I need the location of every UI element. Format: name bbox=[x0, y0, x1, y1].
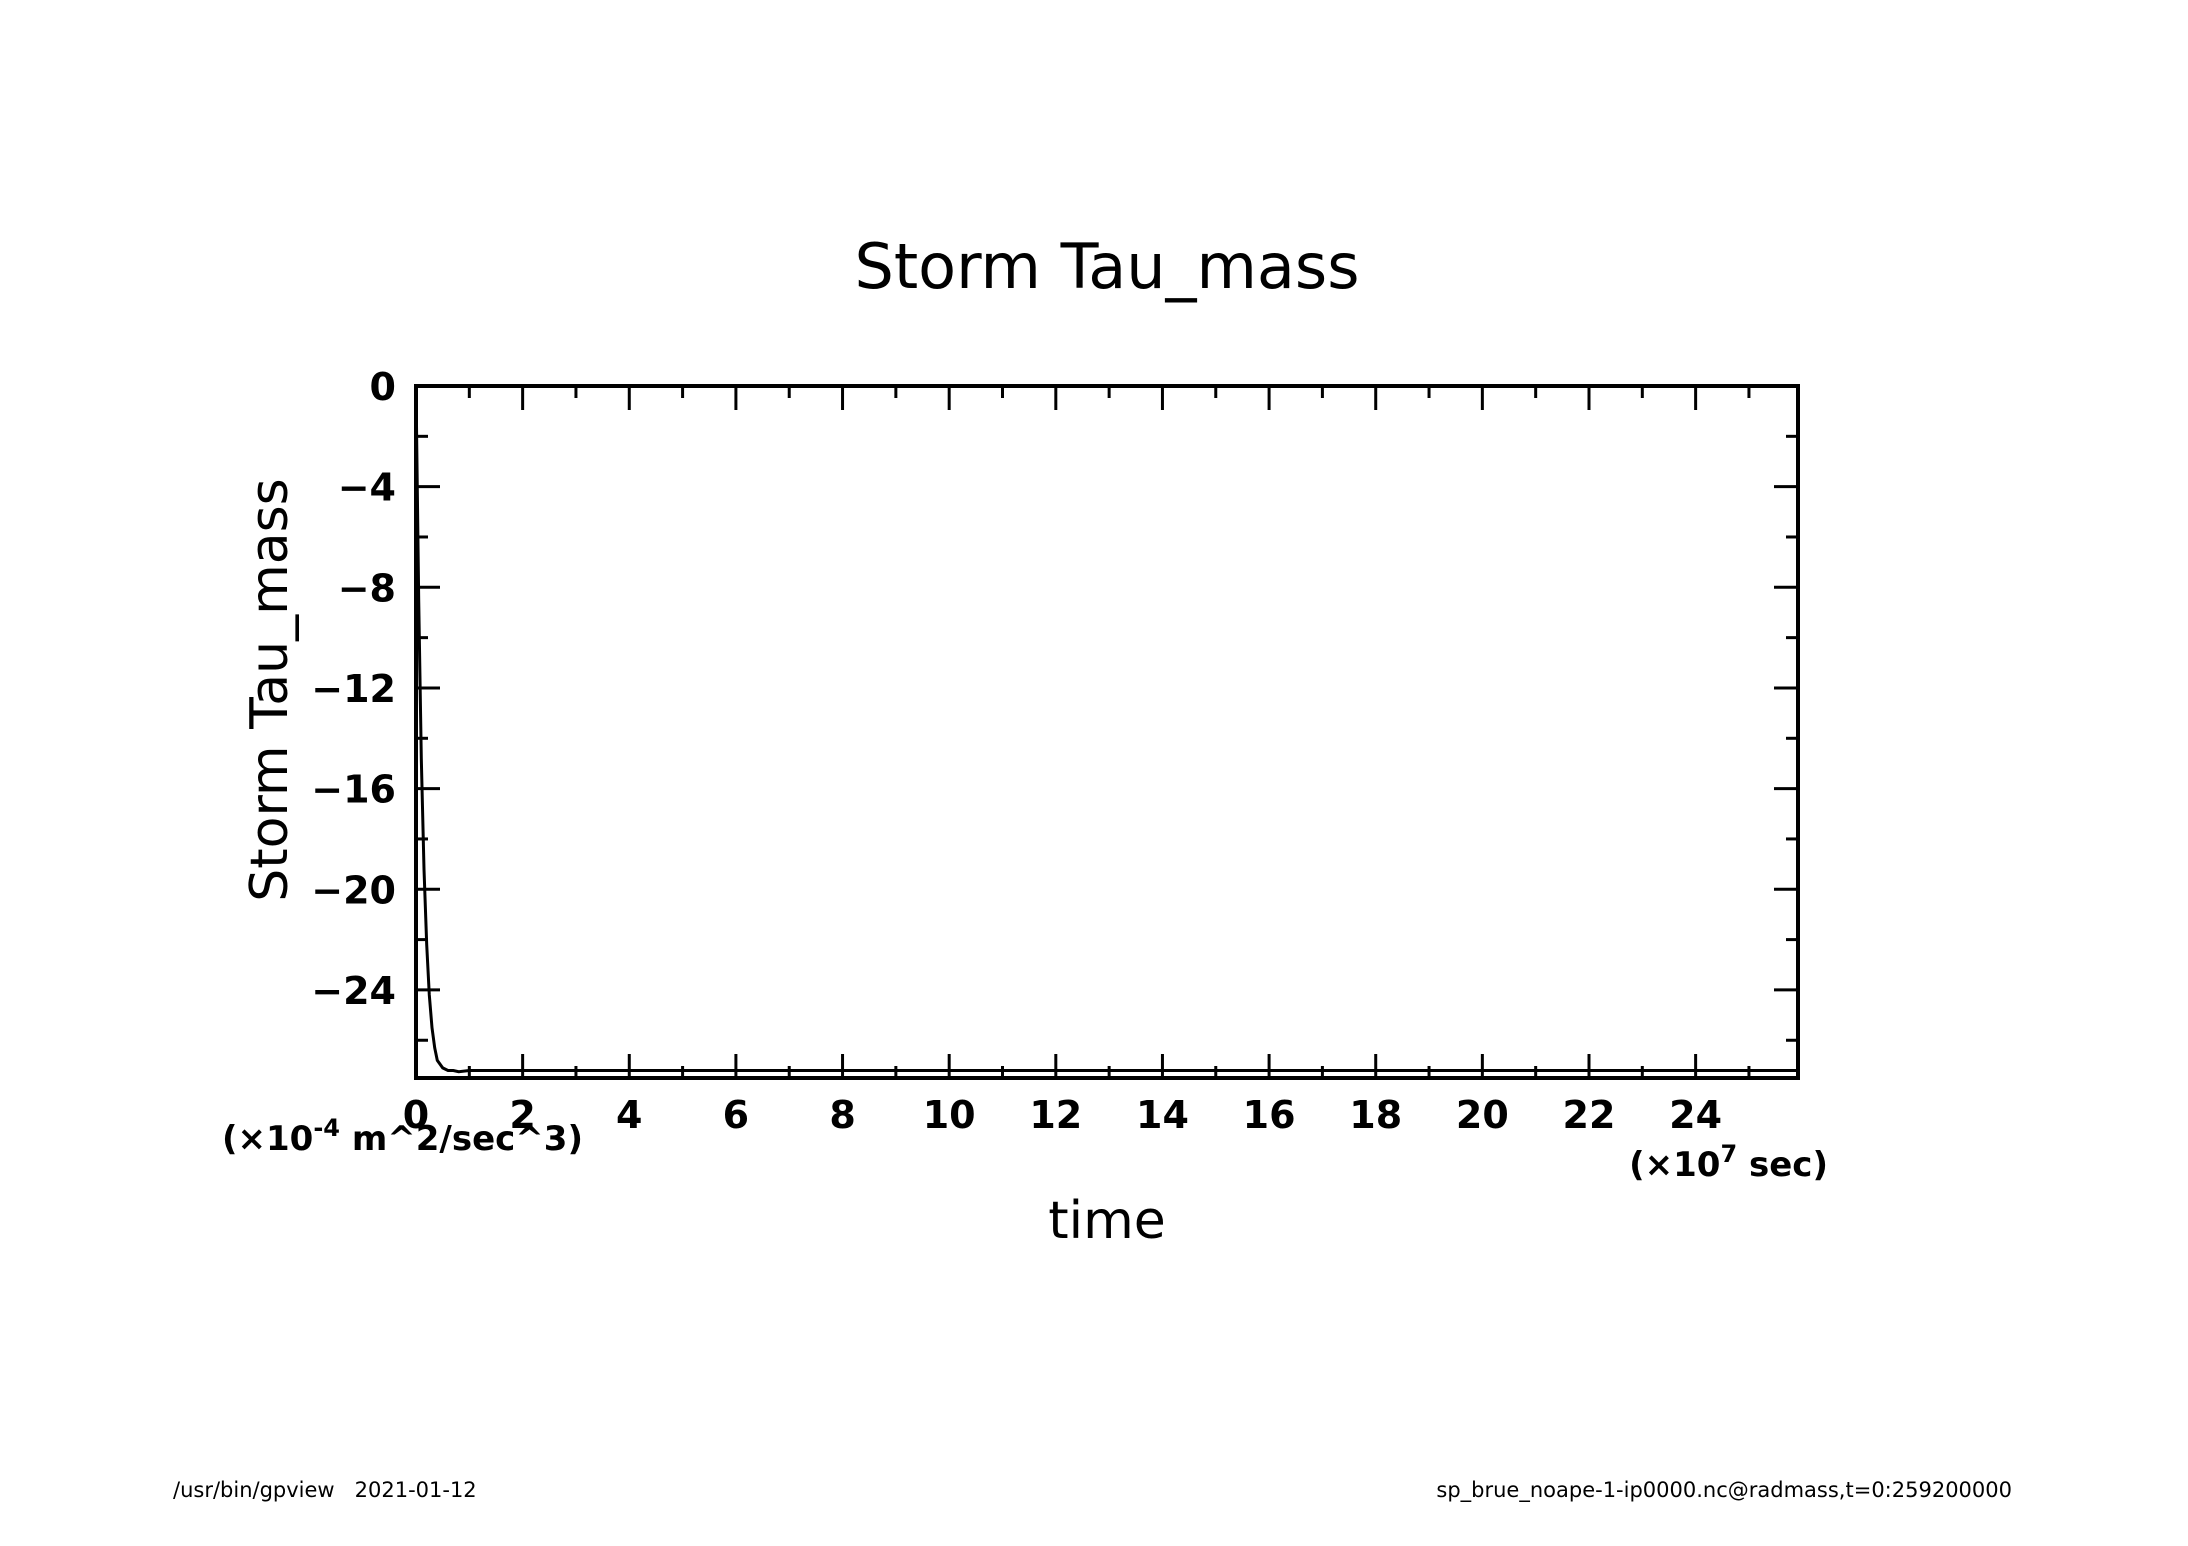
x-tick-label: 24 bbox=[1669, 1093, 1722, 1137]
data-series-line bbox=[414, 385, 1798, 1074]
y-tick-label: 0 bbox=[370, 365, 396, 409]
y-tick-label: −8 bbox=[338, 566, 396, 610]
y-axis-label: Storm Tau_mass bbox=[240, 478, 300, 902]
x-axis-label: time bbox=[1048, 1191, 1165, 1251]
axis-tick-labels: 0 2 4 6 8 10 12 14 16 18 20 22 240−4−8−12−16−20−24 bbox=[311, 365, 1722, 1137]
x-tick-label: 20 bbox=[1456, 1093, 1509, 1137]
x-tick-label: 16 bbox=[1243, 1093, 1296, 1137]
axis-ticks bbox=[414, 384, 1798, 1078]
x-tick-label: 2 bbox=[509, 1093, 535, 1137]
x-unit-label: (×107 sec) bbox=[1629, 1140, 1828, 1185]
footer-source-file: sp_brue_noape-1-ip0000.nc@radmass,t=0:25… bbox=[1436, 1478, 2012, 1503]
x-tick-label: 8 bbox=[829, 1093, 855, 1137]
y-tick-label: −24 bbox=[311, 969, 396, 1013]
footer-program-date: /usr/bin/gpview 2021-01-12 bbox=[173, 1478, 477, 1502]
x-tick-label: 18 bbox=[1349, 1093, 1402, 1137]
x-tick-label: 4 bbox=[616, 1093, 642, 1137]
x-tick-label: 0 bbox=[403, 1093, 429, 1137]
x-tick-label: 14 bbox=[1136, 1093, 1189, 1137]
x-tick-label: 22 bbox=[1563, 1093, 1616, 1137]
x-tick-label: 10 bbox=[923, 1093, 976, 1137]
chart-title: Storm Tau_mass bbox=[855, 230, 1360, 303]
x-tick-label: 12 bbox=[1029, 1093, 1082, 1137]
y-tick-label: −20 bbox=[311, 868, 396, 912]
y-tick-label: −4 bbox=[338, 466, 396, 510]
y-tick-label: −12 bbox=[311, 667, 396, 711]
y-unit-label: (×10-4 m^2/sec^3) bbox=[222, 1114, 583, 1159]
y-tick-label: −16 bbox=[311, 768, 396, 812]
x-tick-label: 6 bbox=[723, 1093, 749, 1137]
plot-frame bbox=[414, 384, 1800, 1080]
